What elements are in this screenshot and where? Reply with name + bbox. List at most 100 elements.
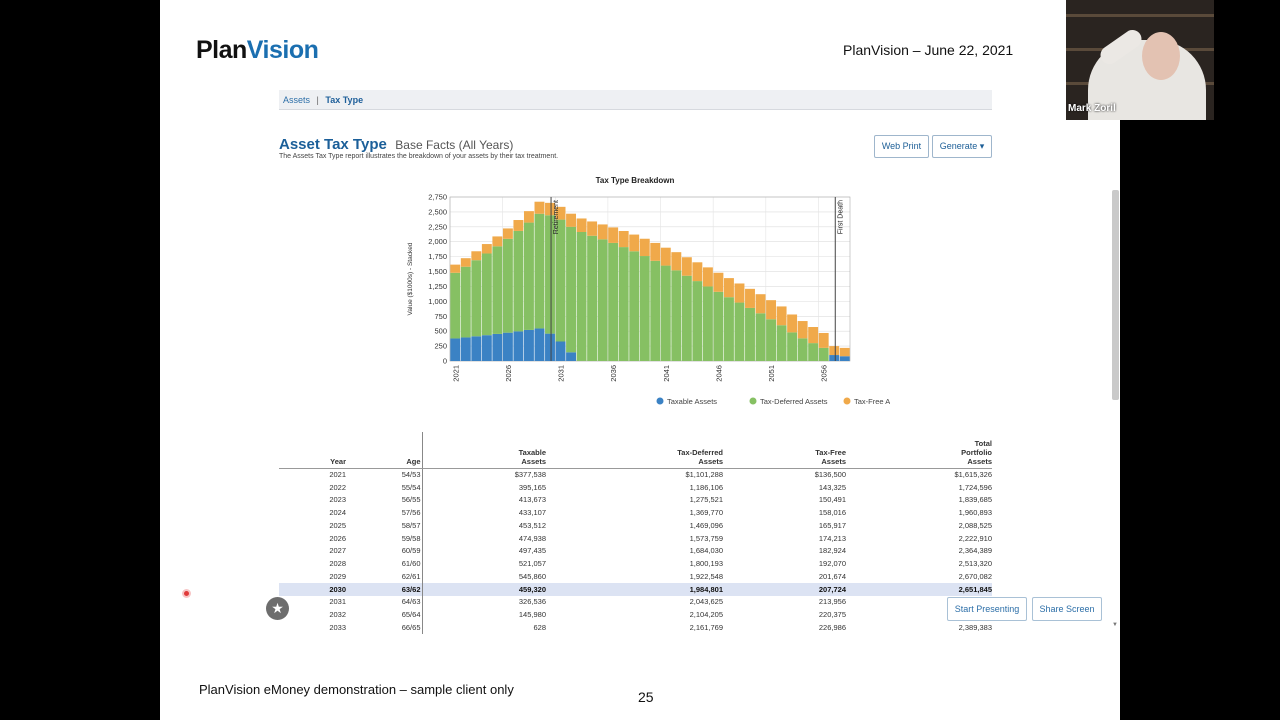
x-tick-label: 2056 (820, 365, 829, 382)
scroll-down-arrow[interactable]: ▼ (1112, 622, 1118, 628)
bar-segment (513, 220, 524, 231)
cell-taxable: 497,435 (518, 546, 546, 556)
x-tick-label: 2046 (714, 365, 723, 382)
breadcrumb-separator: | (316, 95, 319, 105)
share-screen-button[interactable]: Share Screen (1032, 597, 1102, 621)
cell-total: 1,724,596 (958, 482, 992, 492)
cell-year: 2026 (329, 533, 346, 543)
bar-segment (660, 265, 671, 361)
cell-taxable: 413,673 (518, 495, 546, 505)
cell-tax-free: 174,213 (818, 533, 846, 543)
cell-year: 2029 (329, 571, 346, 581)
cell-tax-deferred: 1,800,193 (689, 559, 723, 569)
breadcrumb-assets[interactable]: Assets (283, 95, 311, 105)
cell-age: 61/60 (346, 557, 423, 570)
cell-tax-deferred: 2,161,769 (689, 622, 723, 632)
bar-segment (745, 307, 755, 361)
cell-taxable: 628 (533, 622, 546, 632)
table-row[interactable]: 2031 64/63 326,536 2,043,625 213,956 (279, 595, 992, 609)
cell-total: 1,960,893 (958, 508, 992, 518)
y-tick-label: 1,750 (428, 252, 447, 261)
bar-segment (755, 313, 766, 361)
plot-area-border (449, 196, 851, 362)
participant-video-tile[interactable]: Mark Zoril (1066, 0, 1214, 120)
generate-dropdown-button[interactable]: Generate ▾ (932, 135, 992, 158)
cell-age: 60/59 (346, 544, 423, 558)
video-background-shelf (1066, 14, 1214, 17)
bar-segment (523, 329, 534, 361)
bar-segment (460, 337, 471, 361)
star-icon[interactable]: ★ (266, 597, 289, 620)
bar-segment (534, 201, 545, 214)
bar-segment (723, 278, 734, 298)
cell-year: 2021 (329, 470, 346, 480)
bar-segment (839, 347, 850, 357)
table-row[interactable]: 2023 56/55 413,673 1,275,521 150,491 1,839,68… (279, 493, 992, 507)
cell-tax-deferred: 1,186,106 (689, 482, 723, 492)
start-presenting-button[interactable]: Start Presenting (947, 597, 1027, 621)
slide-header-date: PlanVision – June 22, 2021 (843, 42, 1014, 58)
table-row[interactable]: 2030 63/62 459,320 1,984,801 207,724 2,651,84… (279, 582, 992, 596)
cell-tax-deferred: $1,101,288 (685, 470, 723, 480)
bar-segment (734, 283, 745, 303)
header-year: Year (279, 432, 346, 469)
bar-segment (692, 281, 703, 361)
cell-age: 56/55 (346, 493, 423, 507)
cell-tax-deferred: 1,369,770 (689, 508, 723, 518)
x-tick-label: 2021 (451, 365, 460, 382)
table-row[interactable]: 2024 57/56 433,107 1,369,770 158,016 1,960,89… (279, 506, 992, 519)
bar-segment (534, 328, 545, 361)
web-print-button[interactable]: Web Print (874, 135, 929, 158)
table-row[interactable]: 2032 65/64 145,980 2,104,205 220,375 (279, 608, 992, 621)
bar-segment (587, 221, 598, 236)
cell-total: 2,222,910 (958, 533, 992, 543)
bar-segment (492, 333, 503, 361)
cell-total: 2,088,525 (958, 520, 992, 530)
cell-year: 2027 (329, 546, 346, 556)
cell-tax-deferred: 2,043,625 (689, 597, 723, 607)
bar-segment (481, 244, 492, 254)
header-tax-free: Tax-Free Assets (723, 432, 846, 469)
table-row[interactable]: 2033 66/65 628 2,161,769 226,986 2,389,383 (279, 621, 992, 634)
cell-taxable: 326,536 (518, 597, 546, 607)
bar-segment (639, 238, 650, 257)
legend-swatch (749, 397, 757, 405)
bar-segment (671, 252, 682, 271)
table-row[interactable]: 2026 59/58 474,938 1,573,759 174,213 2,222,91… (279, 531, 992, 545)
table-header-row: Year Age Taxable Assets Tax-Deferred Asset… (279, 432, 992, 469)
bar-segment (471, 251, 482, 261)
bar-segment (513, 230, 524, 332)
bar-segment (797, 321, 808, 339)
cell-age: 65/64 (346, 608, 423, 621)
cell-taxable: 521,057 (518, 559, 546, 569)
table-row[interactable]: 2025 58/57 453,512 1,469,096 165,917 2,088,52… (279, 519, 992, 532)
y-tick-label: 1,500 (428, 267, 447, 276)
bar-segment (555, 206, 566, 220)
bar-segment (587, 235, 598, 361)
table-row[interactable]: 2021 54/53 $377,538 $1,101,288 $136,500 $1,61… (279, 468, 992, 481)
annotation-label: First Death (837, 200, 844, 234)
cell-tax-free: 207,724 (723, 582, 846, 596)
bar-segment (566, 352, 577, 361)
cell-tax-deferred: 1,275,521 (689, 495, 723, 505)
y-axis-label: Value ($1000s) - Stacked (407, 242, 414, 315)
cell-taxable: 145,980 (518, 610, 546, 620)
report-scrollbar[interactable] (1112, 190, 1119, 400)
bar-segment (629, 251, 640, 361)
y-tick-label: 2,750 (428, 193, 447, 202)
table-row[interactable]: 2028 61/60 521,057 1,800,193 192,070 2,513,32… (279, 557, 992, 570)
cell-tax-free: 220,375 (818, 610, 846, 620)
cell-taxable: 453,512 (518, 520, 546, 530)
legend-swatch (843, 397, 851, 405)
breadcrumb-tax-type[interactable]: Tax Type (325, 95, 364, 105)
bar-segment (818, 332, 829, 348)
table-row[interactable]: 2022 55/54 395,165 1,186,106 143,325 1,724,59… (279, 480, 992, 494)
bar-segment (755, 294, 766, 314)
bar-segment (745, 288, 755, 308)
bar-segment (502, 332, 513, 361)
bar-segment (766, 300, 777, 320)
bar-segment (450, 338, 461, 361)
table-row[interactable]: 2029 62/61 545,860 1,922,548 201,674 2,670,08… (279, 570, 992, 583)
tax-type-table: Year Age Taxable Assets Tax-Deferred Asset… (279, 432, 992, 634)
table-row[interactable]: 2027 60/59 497,435 1,684,030 182,924 2,364,38… (279, 544, 992, 558)
